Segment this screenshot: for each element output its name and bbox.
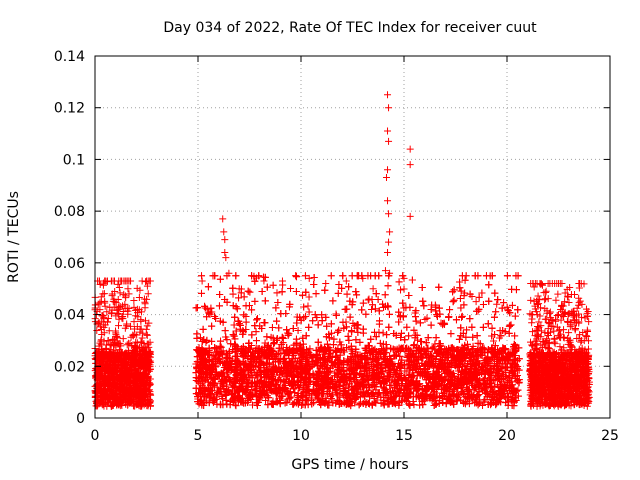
data-point bbox=[143, 331, 151, 339]
data-point bbox=[113, 334, 121, 342]
data-point bbox=[101, 302, 109, 310]
data-point bbox=[130, 297, 138, 305]
data-point bbox=[115, 322, 123, 330]
data-point bbox=[130, 318, 138, 326]
data-point bbox=[99, 290, 107, 298]
data-point bbox=[97, 293, 105, 301]
data-point bbox=[119, 335, 127, 343]
data-point bbox=[144, 290, 152, 298]
data-point bbox=[127, 322, 135, 330]
data-point bbox=[93, 327, 101, 335]
data-point bbox=[130, 303, 138, 311]
data-point bbox=[120, 290, 128, 298]
data-point bbox=[143, 282, 151, 290]
data-point bbox=[135, 293, 143, 301]
data-series-roti bbox=[91, 91, 593, 410]
data-point bbox=[116, 289, 124, 297]
data-point bbox=[141, 300, 149, 308]
data-point bbox=[115, 284, 123, 292]
data-point bbox=[114, 280, 122, 288]
chart-title: Day 034 of 2022, Rate Of TEC Index for r… bbox=[163, 20, 537, 36]
data-point bbox=[142, 278, 150, 286]
